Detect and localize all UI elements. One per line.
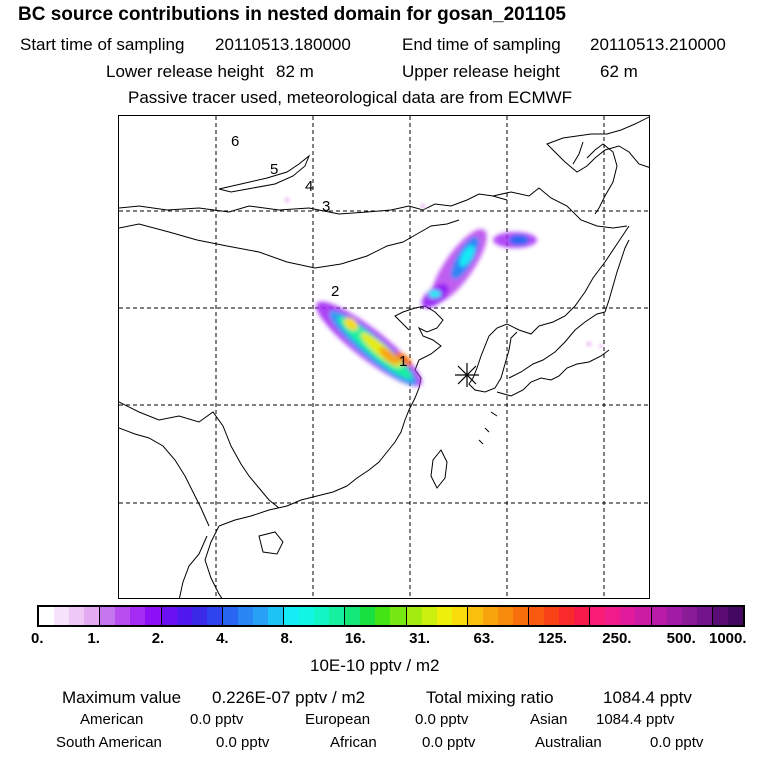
region-name: European [305,711,371,728]
colorbar-cell [299,607,315,625]
upper-height-value: 62 m [600,62,638,81]
colorbar-tick-label: 31. [409,630,431,647]
colorbar-tick-label: 1. [87,630,100,647]
colorbar-cell [666,607,682,625]
colorbar-cell [54,607,70,625]
colorbar-cell [145,607,162,625]
colorbar-cell [635,607,652,625]
source-contribution-plume [284,197,604,387]
colorbar-cell [712,607,728,625]
lat-lon-grid [119,116,649,598]
colorbar-cell [191,607,207,625]
trajectory-label: 2 [331,283,339,300]
colorbar-cell [421,607,437,625]
colorbar-tick-label: 8. [280,630,293,647]
region-value: 0.0 pptv [415,711,469,728]
trajectory-label: 3 [322,198,330,215]
colorbar-cell [69,607,85,625]
region-value: 0.0 pptv [190,711,244,728]
colorbar-cell [544,607,560,625]
lower-height-value: 82 m [276,62,314,81]
colorbar-cell [451,607,468,625]
max-value-label: Maximum value [62,688,182,707]
trajectory-label: 5 [270,161,278,178]
colorbar-cell [467,607,483,625]
colorbar-cell [590,607,606,625]
total-mixing-value: 1084.4 pptv [603,688,692,707]
colorbar-cell [222,607,238,625]
colorbar-tick-label: 0. [31,630,44,647]
colorbar-tick-label: 16. [344,630,366,647]
colorbar-units: 10E-10 pptv / m2 [310,656,440,675]
lower-height-label: Lower release height [106,62,264,81]
map-svg: 6 5 4 3 2 1 [119,116,649,598]
colorbar-cell [529,607,545,625]
colorbar-cell [345,607,361,625]
total-mixing-label: Total mixing ratio [426,688,554,707]
colorbar-cell [39,607,55,625]
colorbar-cell [115,607,131,625]
end-time-label: End time of sampling [402,35,561,54]
map-panel: 6 5 4 3 2 1 [118,115,650,599]
region-name: Australian [535,734,602,751]
upper-height-label: Upper release height [402,62,560,81]
colorbar-cell [696,607,713,625]
colorbar-cell [620,607,636,625]
colorbar-tick-label: 2. [151,630,165,647]
region-name: African [330,734,377,751]
colorbar-cell [237,607,253,625]
colorbar-cell [512,607,529,625]
colorbar-cell [161,607,177,625]
region-value: 0.0 pptv [422,734,476,751]
colorbar-tick-label: 63. [473,630,495,647]
start-time-label: Start time of sampling [20,35,185,54]
region-name: American [80,711,144,728]
receptor-star-icon [455,363,479,387]
region-value: 0.0 pptv [216,734,270,751]
colorbar [37,605,745,627]
start-time-value: 20110513.180000 [215,35,351,54]
colorbar-cell [497,607,513,625]
colorbar-cell [206,607,223,625]
colorbar-cell [176,607,192,625]
colorbar-cell [727,607,743,625]
colorbar-cell [252,607,268,625]
region-name: South American [56,734,162,751]
colorbar-cell [482,607,498,625]
region-name: Asian [530,711,568,728]
colorbar-cell [100,607,116,625]
colorbar-cell [360,607,376,625]
colorbar-cell [390,607,407,625]
colorbar-cell [267,607,284,625]
end-time-value: 20110513.210000 [590,35,726,54]
colorbar-tick-label: 1000. [709,630,747,647]
colorbar-cell [574,607,591,625]
colorbar-cell [84,607,101,625]
colorbar-cell [406,607,422,625]
coastline-layer [119,116,649,598]
colorbar-cell [130,607,146,625]
region-value: 0.0 pptv [650,734,704,751]
colorbar-cell [605,607,621,625]
tracer-note: Passive tracer used, meteorological data… [128,88,573,107]
colorbar-cell [329,607,346,625]
colorbar-cell [681,607,697,625]
colorbar-cell [559,607,575,625]
colorbar-cell [436,607,452,625]
colorbar-cell [651,607,667,625]
colorbar-tick-label: 500. [666,630,696,647]
colorbar-tick-label: 4. [216,630,229,647]
max-value: 0.226E-07 pptv / m2 [212,688,366,707]
colorbar-tick-label: 250. [602,630,632,647]
trajectory-label: 1 [399,353,407,370]
colorbar-tick-label: 125. [537,630,568,647]
colorbar-cell [375,607,391,625]
colorbar-cell [284,607,300,625]
trajectory-label: 4 [305,178,313,195]
plot-title: BC source contributions in nested domain… [18,4,566,25]
colorbar-cell [314,607,330,625]
trajectory-label: 6 [231,133,239,150]
region-value: 1084.4 pptv [596,711,675,728]
